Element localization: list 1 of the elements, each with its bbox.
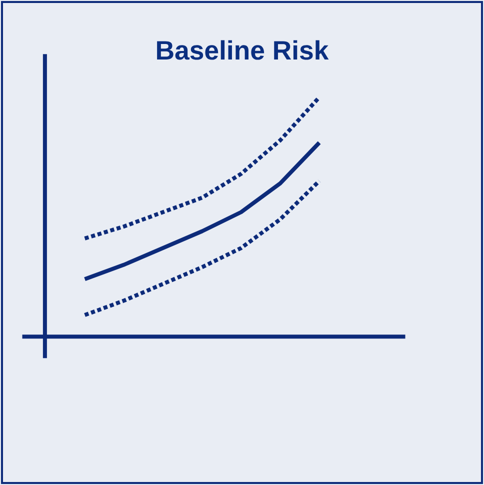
chart-title: Baseline Risk: [157, 40, 329, 60]
